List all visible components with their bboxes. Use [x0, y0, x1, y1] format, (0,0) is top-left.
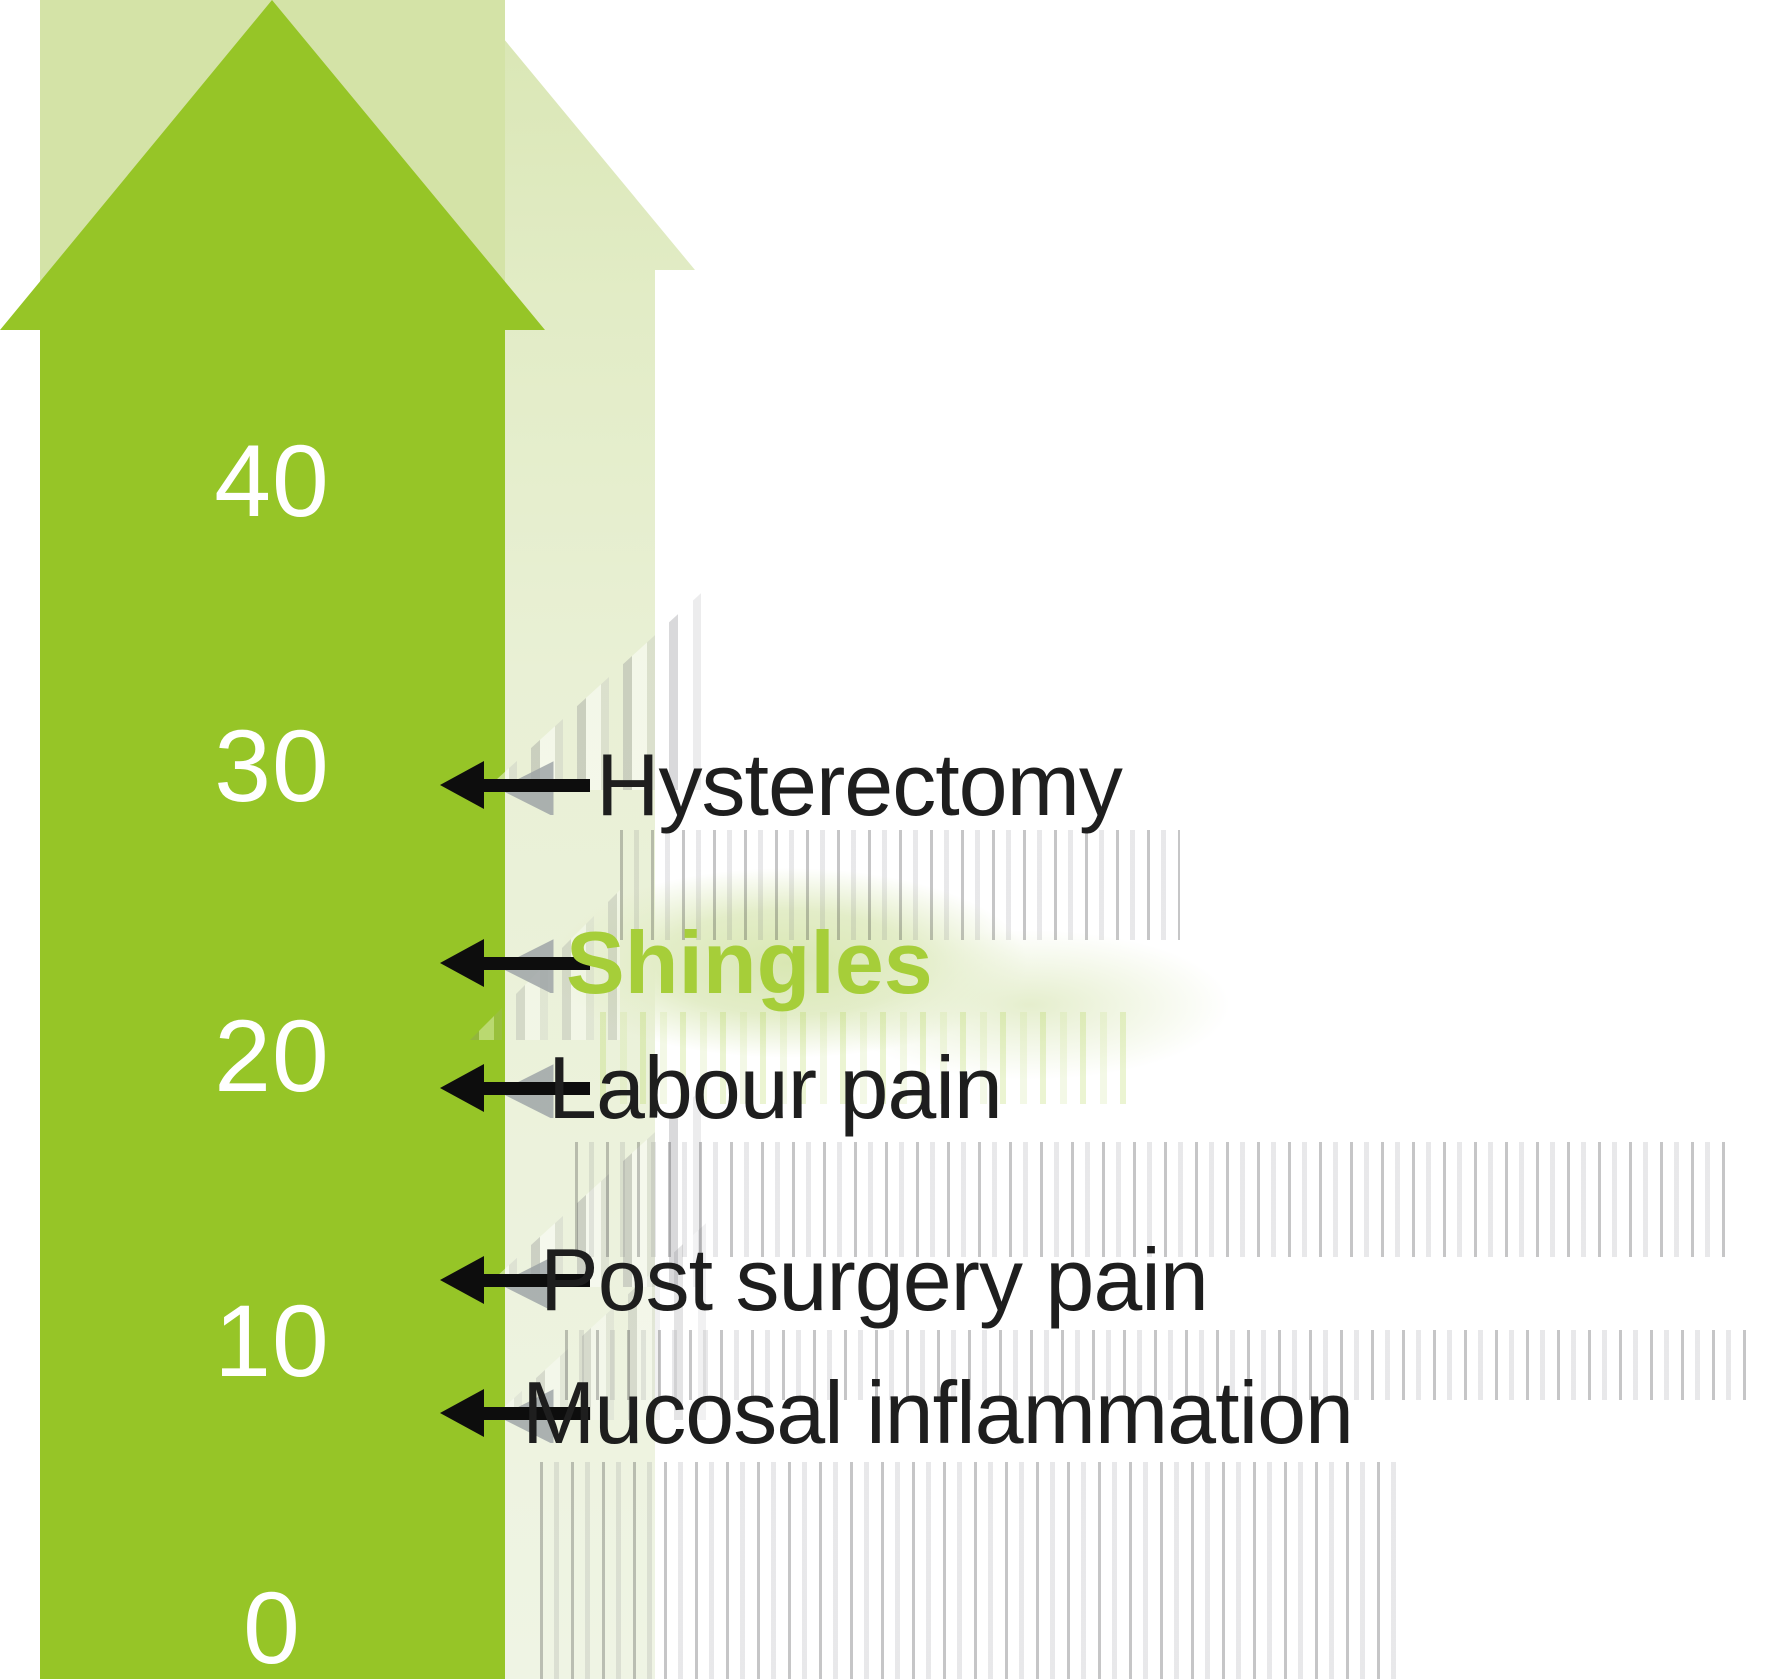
smear-streaks — [565, 1330, 1755, 1400]
label-post-surgery-pain: Post surgery pain — [540, 1230, 1209, 1329]
pointer-arrow-labour-pain — [440, 1064, 590, 1118]
label-shingles: Shingles — [566, 913, 933, 1012]
scale-tick-20: 20 — [214, 999, 330, 1113]
label-hysterectomy: Hysterectomy — [596, 735, 1123, 834]
label-mucosal-inflammation: Mucosal inflammation — [522, 1363, 1354, 1462]
scale-tick-0: 0 — [243, 1571, 301, 1679]
smear-streaks — [575, 1142, 1725, 1257]
highlight-glow-blob-tail — [830, 930, 1230, 1080]
smear-streaks — [600, 1012, 1140, 1104]
pointer-arrow-shingles — [440, 939, 590, 993]
pointer-arrow-mucosal-inflammation — [440, 1389, 590, 1443]
pointer-arrow-post-surgery-pain — [440, 1256, 590, 1310]
label-labour-pain: Labour pain — [548, 1038, 1003, 1137]
scale-tick-30: 30 — [214, 709, 330, 823]
scale-tick-10: 10 — [214, 1284, 330, 1398]
pointer-arrow-hysterectomy — [440, 761, 590, 815]
smear-streaks — [620, 830, 1180, 940]
smear-streaks — [540, 1462, 1400, 1679]
scale-tick-40: 40 — [214, 424, 330, 538]
